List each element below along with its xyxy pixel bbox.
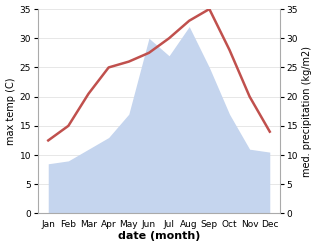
Y-axis label: med. precipitation (kg/m2): med. precipitation (kg/m2)	[302, 46, 313, 177]
Y-axis label: max temp (C): max temp (C)	[5, 78, 16, 145]
X-axis label: date (month): date (month)	[118, 231, 200, 242]
